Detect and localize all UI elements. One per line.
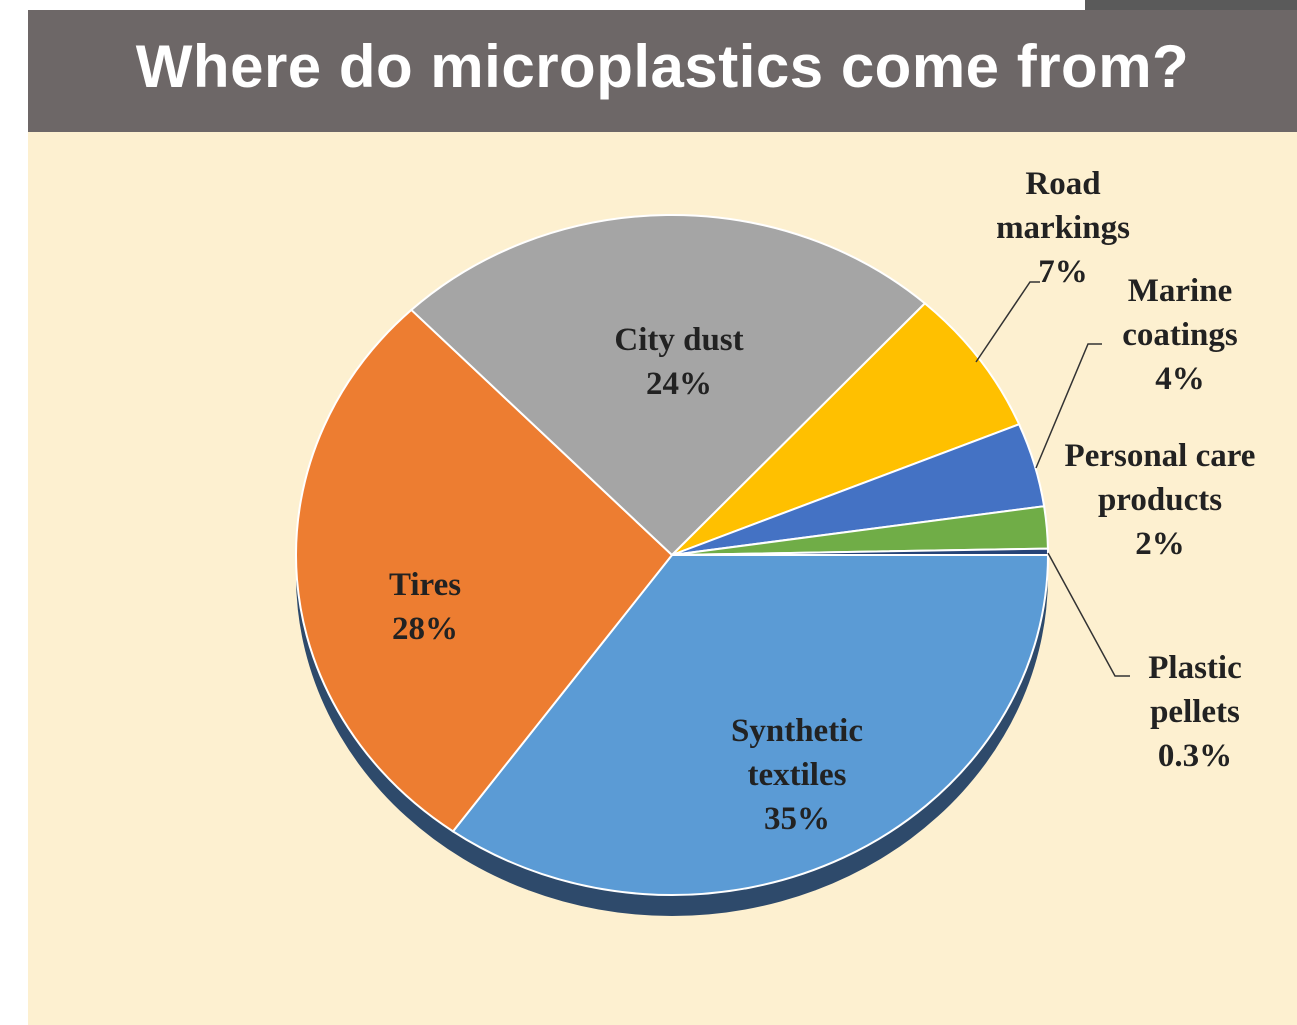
category-label: City dust bbox=[614, 322, 744, 358]
header-bar: Where do microplastics come from? bbox=[28, 10, 1297, 132]
slice-label: City dust 24% bbox=[579, 318, 779, 406]
category-label: Plastic pellets bbox=[1148, 650, 1242, 730]
pie-slice bbox=[451, 554, 1050, 896]
slice-label: Tires 28% bbox=[350, 563, 500, 651]
pie bbox=[295, 214, 1050, 896]
category-label: Synthetic textiles bbox=[731, 713, 863, 793]
category-label: Tires bbox=[388, 567, 462, 603]
pie-slice bbox=[671, 302, 1021, 556]
leader-line bbox=[975, 281, 1040, 363]
value-label: 0.3% bbox=[1157, 738, 1233, 774]
leader-lines bbox=[975, 281, 1130, 677]
category-label: Road markings bbox=[996, 166, 1130, 246]
slice-label: Marine coatings 4% bbox=[1095, 269, 1265, 401]
category-label: Marine coatings bbox=[1122, 273, 1238, 353]
leader-line bbox=[1047, 552, 1130, 677]
value-label: 35% bbox=[764, 801, 830, 837]
slice-label: Road markings 7% bbox=[968, 162, 1158, 294]
slice-label: Synthetic textiles 35% bbox=[697, 709, 897, 841]
chart-title: Where do microplastics come from? bbox=[135, 33, 1190, 100]
pie-slice bbox=[409, 214, 927, 557]
value-label: 2% bbox=[1135, 526, 1185, 562]
leader-line bbox=[1035, 343, 1102, 469]
value-label: 28% bbox=[392, 611, 458, 647]
pie-slice bbox=[671, 547, 1050, 556]
value-label: 7% bbox=[1038, 254, 1088, 290]
slice-label: Plastic pellets 0.3% bbox=[1125, 646, 1265, 778]
value-label: 4% bbox=[1155, 361, 1205, 397]
slice-label: Personal care products 2% bbox=[1030, 434, 1290, 566]
pie-slice bbox=[295, 308, 674, 833]
category-label: Personal care products bbox=[1064, 438, 1256, 518]
chart bbox=[295, 214, 1130, 916]
photo-strip bbox=[1085, 0, 1297, 10]
value-label: 24% bbox=[646, 366, 712, 402]
chart-panel: Synthetic textiles 35% Tires 28% City dust 24… bbox=[28, 132, 1297, 1025]
